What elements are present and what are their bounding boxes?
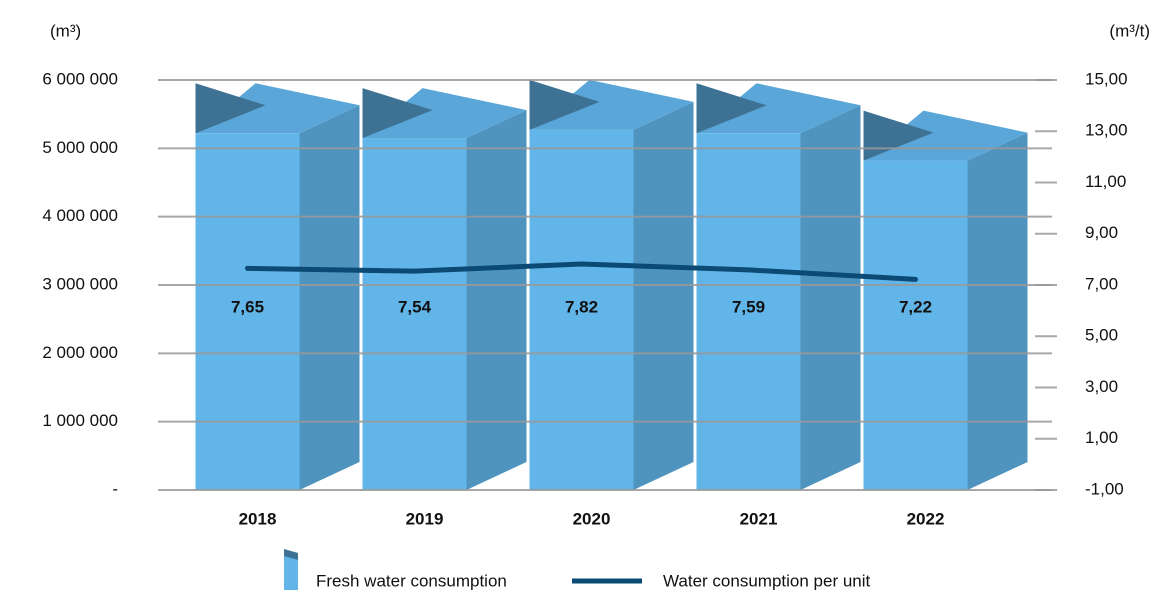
y2-tick-label: 11,00: [1085, 172, 1126, 191]
y2-tick-label: 7,00: [1085, 274, 1118, 293]
bar-top: [195, 83, 360, 134]
y2-tick-label: 15,00: [1085, 69, 1128, 88]
y2-tick-label: 1,00: [1085, 428, 1118, 447]
data-label: 7,82: [565, 297, 598, 316]
y2-axis-label: (m³/t): [1109, 21, 1150, 40]
y-tick-label: 5 000 000: [42, 138, 118, 157]
bar-side: [800, 105, 861, 491]
bar-side: [299, 105, 360, 491]
y-tick-label: -: [112, 479, 118, 498]
y2-tick-label: 3,00: [1085, 377, 1118, 396]
y-axis-label: (m³): [50, 21, 81, 40]
data-label: 7,65: [231, 297, 264, 316]
bar: [362, 138, 467, 491]
y2-tick-label: 9,00: [1085, 223, 1118, 242]
bar: [863, 160, 968, 490]
y2-tick-label: -1,00: [1085, 479, 1124, 498]
bar-top-shade: [195, 83, 266, 134]
x-tick-label: 2019: [406, 509, 444, 528]
bar-top: [696, 83, 861, 134]
bar-top: [362, 88, 527, 139]
legend-swatch: [284, 556, 298, 590]
bar-side: [466, 110, 527, 490]
y-tick-label: 4 000 000: [42, 206, 118, 225]
y-tick-label: 1 000 000: [42, 411, 118, 430]
data-label: 7,59: [732, 297, 765, 316]
bar-top: [529, 79, 694, 130]
bar-top-shade: [529, 79, 600, 130]
line: [245, 261, 918, 282]
y2-tick-label: 5,00: [1085, 326, 1118, 345]
y-tick-label: 3 000 000: [42, 274, 118, 293]
x-tick-label: 2020: [573, 509, 611, 528]
bar-side: [633, 101, 694, 490]
y-tick-label: 2 000 000: [42, 343, 118, 362]
data-label: 7,22: [899, 297, 932, 316]
legend-label: Fresh water consumption: [316, 571, 507, 590]
y2-tick-label: 13,00: [1085, 121, 1128, 140]
x-tick-label: 2021: [740, 509, 778, 528]
bar-side: [967, 132, 1028, 490]
bar: [529, 129, 634, 490]
bar: [696, 133, 801, 491]
legend-swatch-top: [284, 549, 298, 560]
bar-top-shade: [696, 83, 767, 134]
x-tick-label: 2018: [239, 509, 277, 528]
bar: [195, 133, 300, 491]
x-tick-label: 2022: [907, 509, 945, 528]
bar-top-shade: [362, 88, 433, 139]
y-tick-label: 6 000 000: [42, 69, 118, 88]
data-label: 7,54: [398, 297, 432, 316]
legend-label: Water consumption per unit: [663, 571, 871, 590]
